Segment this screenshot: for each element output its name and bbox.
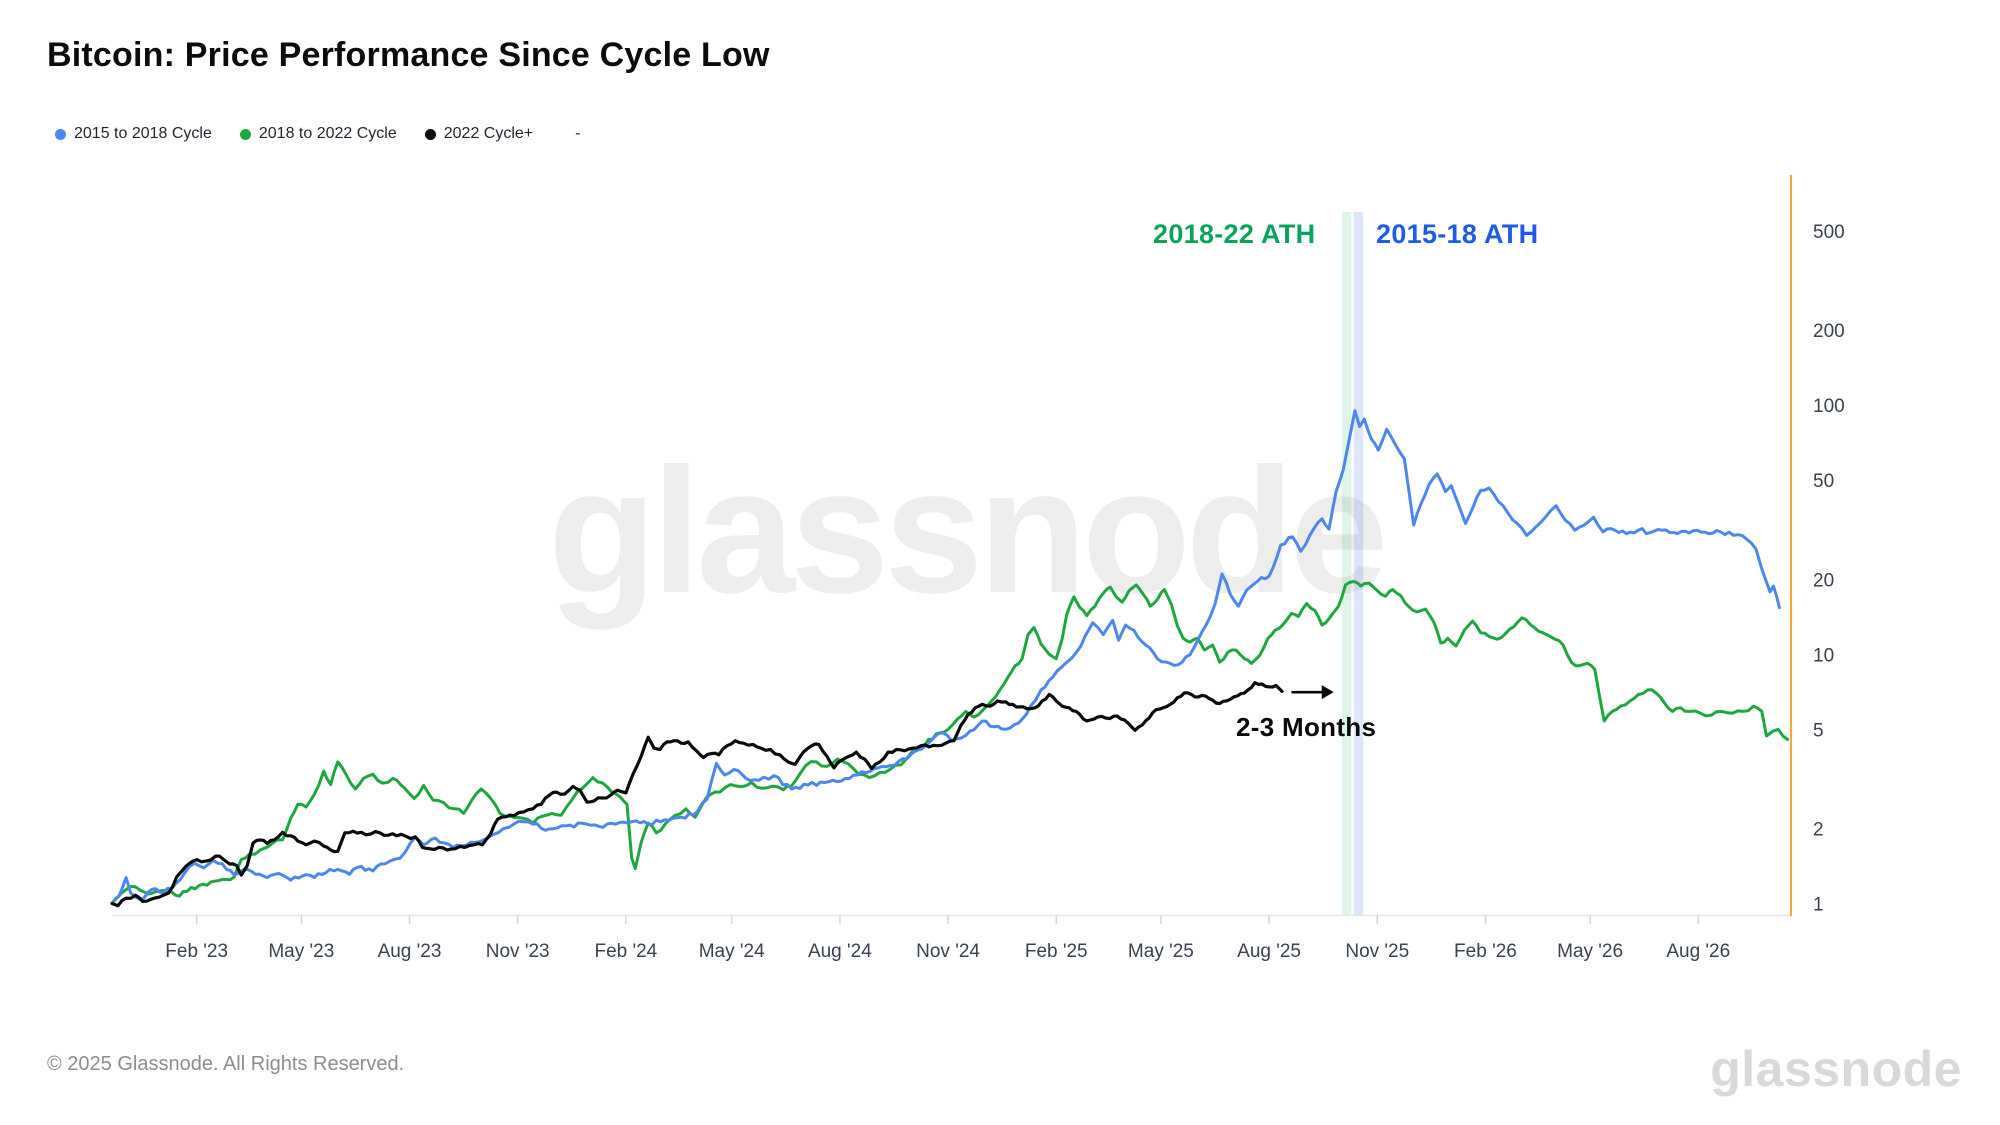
x-tick-label: Aug '23 <box>378 941 442 962</box>
ath-band-2018-22 <box>1341 212 1352 915</box>
x-tick-label: Feb '24 <box>594 941 657 962</box>
y-tick-label: 20 <box>1813 570 1834 591</box>
x-tick-label: Aug '26 <box>1666 941 1730 962</box>
legend-dot-black-icon <box>424 128 436 140</box>
y-tick-label: 10 <box>1813 645 1834 666</box>
x-tick-label: Feb '25 <box>1025 941 1088 962</box>
legend-item-dash[interactable]: - <box>575 125 580 143</box>
legend-label: 2022 Cycle+ <box>443 125 534 142</box>
y-tick-label: 100 <box>1813 396 1845 417</box>
page-title: Bitcoin: Price Performance Since Cycle L… <box>47 36 770 74</box>
legend-item-2015-2018[interactable]: 2015 to 2018 Cycle <box>55 125 212 143</box>
x-tick-label: Feb '26 <box>1454 941 1517 962</box>
series-line-2018-to-2022-cycle <box>110 580 1790 905</box>
x-tick-label: Nov '24 <box>916 941 980 962</box>
series-line-2015-to-2018-cycle <box>110 409 1781 905</box>
y-tick-label: 5 <box>1813 720 1824 741</box>
x-tick-label: May '23 <box>268 941 334 962</box>
legend-dot-green-icon <box>239 128 251 140</box>
series-line-2022-cycle- <box>110 681 1284 908</box>
y-tick-label: 500 <box>1813 222 1845 243</box>
legend-dot-blue-icon <box>55 128 66 140</box>
annotation-2015-18-ath: 2015-18 ATH <box>1376 219 1539 249</box>
x-tick-label: Feb '23 <box>165 941 228 962</box>
x-tick-label: May '26 <box>1557 941 1623 962</box>
y-tick-label: 2 <box>1813 819 1824 840</box>
x-tick-label: May '24 <box>699 941 765 962</box>
arrow-head-icon <box>1321 685 1334 700</box>
glassnode-watermark: glassnode <box>548 431 1388 630</box>
x-tick-label: May '25 <box>1128 941 1194 962</box>
y-tick-label: 200 <box>1813 321 1845 342</box>
copyright-text: © 2025 Glassnode. All Rights Reserved. <box>47 1053 405 1075</box>
legend-item-2018-2022[interactable]: 2018 to 2022 Cycle <box>239 125 397 143</box>
y-tick-label: 1 <box>1813 895 1824 916</box>
annotation-duration: 2-3 Months <box>1236 712 1377 742</box>
annotation-2018-22-ath: 2018-22 ATH <box>1153 219 1316 249</box>
x-tick-label: Aug '25 <box>1237 941 1301 962</box>
ath-band-2015-18 <box>1353 212 1364 915</box>
legend-label: - <box>575 125 581 142</box>
x-tick-label: Aug '24 <box>808 941 872 962</box>
chart-legend: 2015 to 2018 Cycle 2018 to 2022 Cycle 20… <box>55 125 580 143</box>
x-tick-label: Nov '25 <box>1345 941 1409 962</box>
legend-item-2022-cycle[interactable]: 2022 Cycle+ <box>424 125 534 143</box>
x-tick-label: Nov '23 <box>486 941 550 962</box>
legend-label: 2015 to 2018 Cycle <box>74 125 212 142</box>
glassnode-logo: glassnode <box>1710 1041 1962 1097</box>
legend-label: 2018 to 2022 Cycle <box>258 125 397 142</box>
y-tick-label: 50 <box>1813 471 1834 492</box>
